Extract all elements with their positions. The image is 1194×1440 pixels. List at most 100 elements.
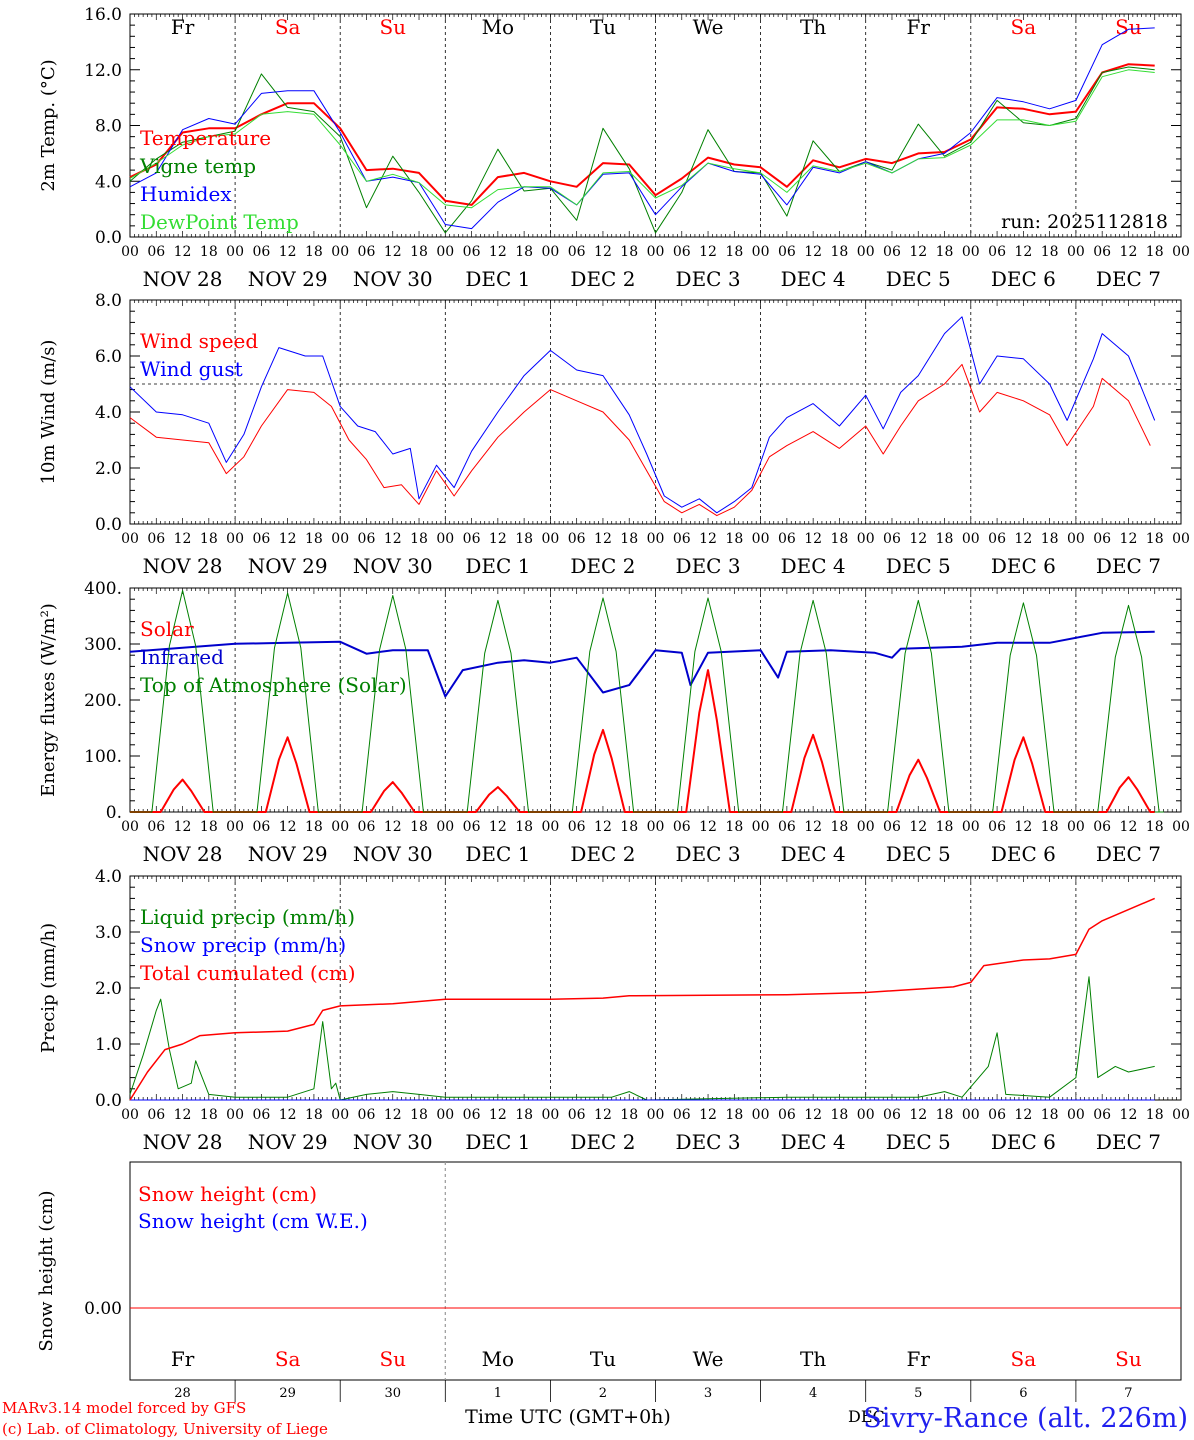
- x-hour-label: 18: [305, 531, 323, 547]
- x-hour-label: 18: [936, 819, 954, 835]
- x-hour-label: 18: [1146, 244, 1164, 260]
- x-hour-label: 00: [541, 819, 559, 835]
- x-hour-label: 06: [673, 819, 691, 835]
- x-hour-label: 06: [673, 1107, 691, 1123]
- x-date-label: DEC 1: [465, 554, 530, 578]
- series-line: [129, 27, 1155, 230]
- x-hour-label: 18: [410, 244, 428, 260]
- x-hour-label: 12: [699, 819, 717, 835]
- x-date-label: NOV 29: [248, 554, 328, 578]
- x-hour-label: 12: [1120, 531, 1138, 547]
- x-hour-label: 06: [988, 244, 1006, 260]
- x-hour-label: 18: [200, 1107, 218, 1123]
- panel-flux: 0. 100. 200. 300. 400. Energy fluxes (W/m²) 00…: [38, 579, 1190, 866]
- x-hour-label: 00: [962, 819, 980, 835]
- y-tick-label: 2.0: [95, 979, 122, 999]
- y-tick-label: 0.0: [95, 1091, 122, 1111]
- y-tick-label: 0.00: [84, 1299, 122, 1319]
- x-hour-label: 12: [279, 531, 297, 547]
- y-axis-title: Energy fluxes (W/m²): [38, 603, 59, 797]
- x-hour-label: 00: [226, 819, 244, 835]
- x-hour-label: 18: [515, 819, 533, 835]
- x-hour-label: 00: [226, 244, 244, 260]
- panel-temp: 0.0 4.0 8.0 12.0 16.0 2m Temp. (°C) 00 06 12 18 NO…: [38, 5, 1190, 291]
- x-hour-label: 06: [252, 819, 270, 835]
- weekday-label: Sa: [1011, 15, 1037, 39]
- legend-entry: Top of Atmosphere (Solar): [140, 673, 407, 697]
- day-number-label: 7: [1124, 1386, 1132, 1401]
- x-hour-label: 06: [988, 1107, 1006, 1123]
- x-hour-label: 06: [673, 531, 691, 547]
- y-tick-label: 0.0: [95, 515, 122, 535]
- series-line: [129, 69, 1155, 209]
- x-date-label: DEC 6: [991, 554, 1056, 578]
- x-hour-label: 00: [331, 244, 349, 260]
- y-axis-title: Precip (mm/h): [38, 923, 59, 1053]
- x-date-label: DEC 7: [1096, 842, 1161, 866]
- x-hour-label: 06: [1093, 819, 1111, 835]
- x-hour-label: 00: [121, 531, 139, 547]
- station-name: Sivry-Rance (alt. 226m): [863, 1403, 1188, 1434]
- x-date-label: DEC 7: [1096, 1130, 1161, 1154]
- x-hour-label: 18: [725, 819, 743, 835]
- x-hour-label: 12: [1014, 1107, 1032, 1123]
- series-line: [130, 669, 1155, 813]
- x-hour-label: 00: [647, 244, 665, 260]
- y-tick-label: 0.0: [95, 228, 122, 248]
- weekday-label: Su: [1115, 15, 1142, 39]
- y-tick-label: 6.0: [95, 347, 122, 367]
- x-hour-label: 00: [1067, 819, 1085, 835]
- x-date-label: DEC 4: [781, 267, 846, 291]
- x-date-label: DEC 3: [676, 554, 741, 578]
- x-hour-label: 12: [594, 819, 612, 835]
- weekday-label: Su: [1115, 1347, 1142, 1371]
- x-date-label: DEC 4: [781, 842, 846, 866]
- legend-entry: Vigne temp: [139, 154, 256, 178]
- x-hour-label: 12: [594, 1107, 612, 1123]
- weekday-label: Tu: [590, 15, 616, 39]
- x-hour-label: 12: [1014, 244, 1032, 260]
- x-hour-label: 18: [1041, 1107, 1059, 1123]
- x-date-label: NOV 28: [143, 267, 223, 291]
- x-hour-label: 12: [804, 244, 822, 260]
- plot-area: 0.04.08.012.016.02m Temp. (°C)00 06 12 18NO…: [36, 5, 1190, 1402]
- x-hour-label: 00: [647, 531, 665, 547]
- weekday-label: Sa: [275, 15, 301, 39]
- x-hour-label: 18: [1146, 531, 1164, 547]
- x-hour-label: 00: [1172, 819, 1190, 835]
- x-hour-label: 12: [174, 244, 192, 260]
- legend-entry: Liquid precip (mm/h): [140, 905, 355, 929]
- x-hour-label: 06: [463, 244, 481, 260]
- x-hour-label: 06: [883, 819, 901, 835]
- y-tick-label: 16.0: [84, 5, 122, 25]
- x-date-label: NOV 29: [248, 267, 328, 291]
- x-hour-label: 18: [831, 244, 849, 260]
- day-number-label: 30: [384, 1386, 401, 1401]
- x-date-label: DEC 5: [886, 267, 951, 291]
- x-hour-label: 18: [305, 1107, 323, 1123]
- plot-frame: [129, 587, 1182, 813]
- y-tick-label: 12.0: [84, 61, 122, 81]
- x-hour-label: 06: [252, 531, 270, 547]
- x-hour-label: 18: [831, 1107, 849, 1123]
- series-line: [129, 976, 1155, 1101]
- x-hour-label: 00: [121, 819, 139, 835]
- legend-entry: Snow height (cm W.E.): [138, 1209, 368, 1233]
- x-hour-label: 00: [226, 1107, 244, 1123]
- x-hour-label: 12: [594, 244, 612, 260]
- x-hour-label: 12: [384, 819, 402, 835]
- weekday-label: Su: [379, 1347, 406, 1371]
- x-hour-label: 18: [410, 1107, 428, 1123]
- y-tick-label: 8.0: [95, 291, 122, 311]
- x-date-label: DEC 3: [676, 842, 741, 866]
- weekday-label: We: [693, 15, 724, 39]
- x-hour-label: 06: [568, 1107, 586, 1123]
- x-hour-label: 06: [988, 819, 1006, 835]
- x-hour-label: 00: [752, 531, 770, 547]
- x-hour-label: 00: [541, 1107, 559, 1123]
- weekday-label: Fr: [171, 15, 195, 39]
- x-hour-label: 06: [988, 531, 1006, 547]
- x-hour-label: 00: [752, 819, 770, 835]
- x-hour-label: 18: [200, 531, 218, 547]
- x-hour-label: 06: [883, 531, 901, 547]
